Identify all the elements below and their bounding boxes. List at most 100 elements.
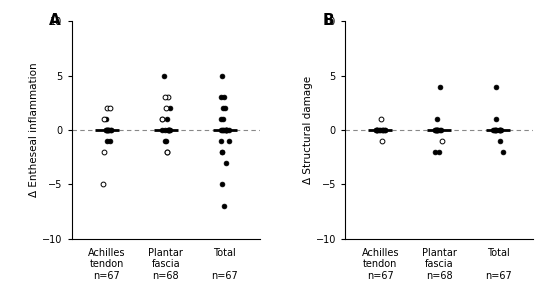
Point [496, 128, 504, 132]
Point [219, 106, 228, 111]
Point [163, 117, 172, 121]
Point [107, 128, 116, 132]
Point [166, 106, 174, 111]
Text: A: A [49, 13, 60, 28]
Point [489, 128, 498, 132]
Point [218, 128, 227, 132]
Point [372, 128, 381, 132]
Point [220, 204, 229, 209]
Point [217, 95, 226, 100]
Point [104, 128, 113, 132]
Point [106, 106, 114, 111]
Point [372, 128, 381, 132]
Point [103, 138, 112, 143]
Text: B: B [322, 13, 334, 28]
Point [101, 117, 110, 121]
Point [496, 128, 504, 132]
Point [166, 128, 175, 132]
Point [162, 149, 171, 154]
Point [162, 138, 170, 143]
Point [222, 160, 230, 165]
Point [490, 128, 499, 132]
Point [372, 128, 381, 132]
Point [375, 128, 383, 132]
Point [100, 149, 108, 154]
Point [104, 128, 113, 132]
Point [376, 128, 384, 132]
Point [435, 149, 444, 154]
Point [431, 128, 439, 132]
Point [100, 117, 108, 121]
Point [103, 128, 112, 132]
Point [433, 128, 442, 132]
Point [381, 128, 389, 132]
Point [496, 128, 504, 132]
Point [217, 138, 226, 143]
Point [164, 128, 173, 132]
Point [498, 149, 507, 154]
Point [437, 128, 446, 132]
Point [491, 128, 499, 132]
Point [105, 138, 114, 143]
Point [219, 128, 228, 132]
Point [217, 149, 226, 154]
Point [99, 182, 108, 187]
Point [218, 149, 227, 154]
Point [165, 128, 174, 132]
Point [222, 128, 231, 132]
Point [219, 128, 228, 132]
Point [103, 106, 112, 111]
Point [218, 182, 227, 187]
Point [102, 128, 111, 132]
Point [162, 106, 170, 111]
Point [162, 149, 171, 154]
Point [431, 128, 440, 132]
Point [225, 138, 234, 143]
Point [492, 117, 500, 121]
Point [161, 128, 170, 132]
Point [158, 117, 167, 121]
Point [433, 128, 442, 132]
Point [377, 117, 386, 121]
Point [372, 128, 381, 132]
Point [222, 128, 230, 132]
Point [436, 128, 444, 132]
Point [433, 128, 442, 132]
Point [158, 128, 167, 132]
Point [164, 128, 173, 132]
Point [224, 128, 233, 132]
Point [379, 128, 388, 132]
Point [431, 128, 440, 132]
Point [222, 128, 230, 132]
Point [431, 128, 439, 132]
Y-axis label: Δ Entheseal inflammation: Δ Entheseal inflammation [29, 63, 39, 197]
Point [163, 95, 172, 100]
Point [494, 128, 503, 132]
Point [378, 138, 387, 143]
Point [221, 106, 230, 111]
Point [373, 128, 382, 132]
Point [217, 117, 226, 121]
Point [222, 128, 230, 132]
Point [377, 128, 386, 132]
Point [222, 128, 231, 132]
Point [379, 128, 388, 132]
Y-axis label: Δ Structural damage: Δ Structural damage [302, 76, 313, 184]
Point [220, 95, 229, 100]
Point [159, 73, 168, 78]
Point [103, 128, 112, 132]
Point [164, 128, 173, 132]
Point [102, 128, 111, 132]
Point [161, 95, 170, 100]
Point [433, 117, 442, 121]
Point [492, 128, 501, 132]
Point [497, 128, 505, 132]
Point [158, 117, 167, 121]
Point [434, 128, 443, 132]
Point [164, 128, 173, 132]
Point [489, 128, 498, 132]
Point [438, 138, 447, 143]
Point [436, 84, 444, 89]
Point [103, 128, 112, 132]
Point [218, 117, 227, 121]
